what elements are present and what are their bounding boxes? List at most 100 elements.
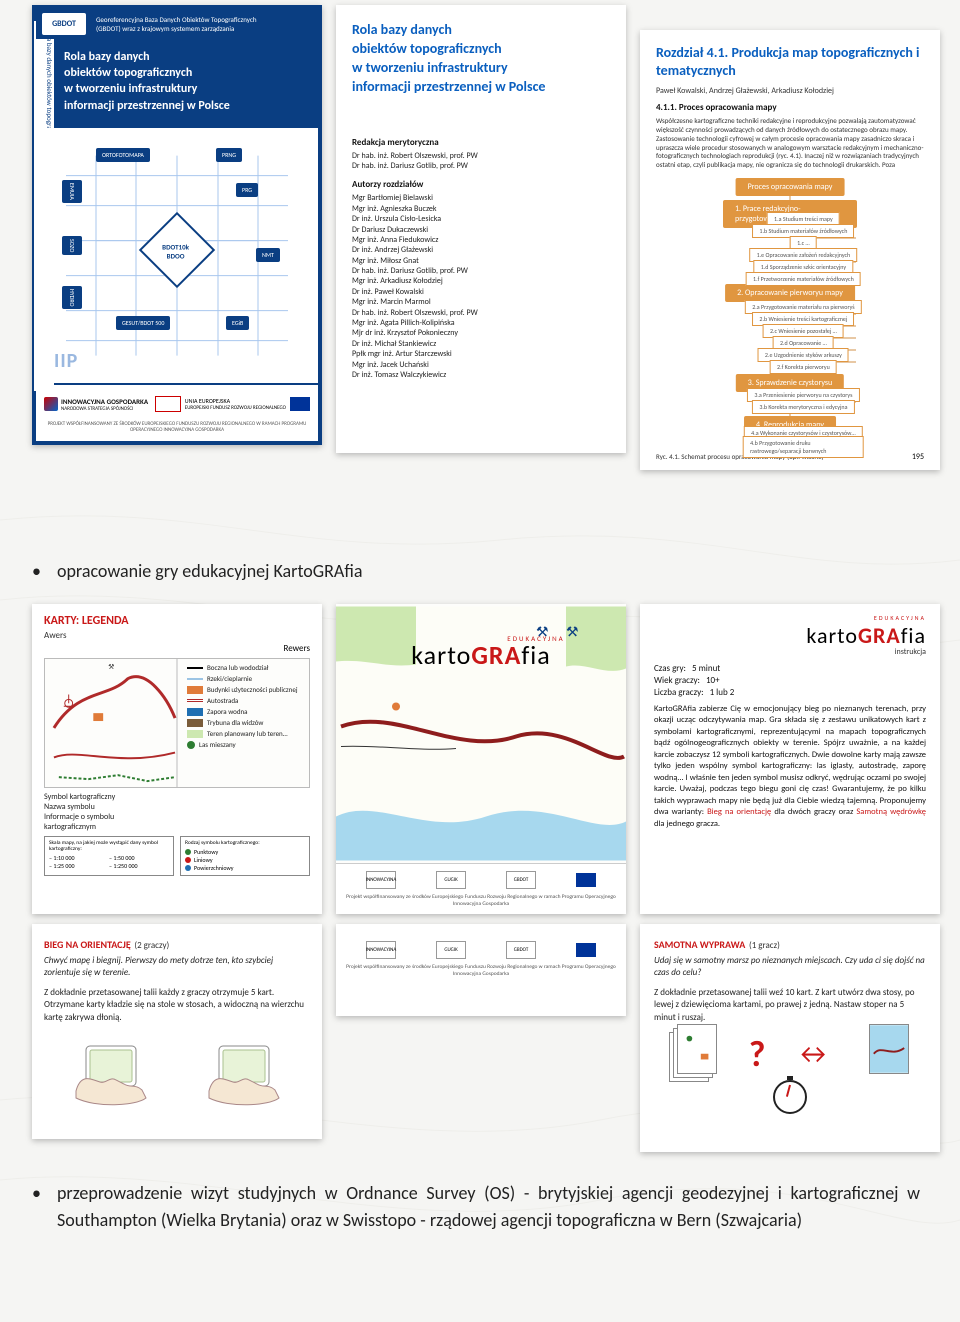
diagram-node: HYDRO: [62, 286, 82, 310]
person-name: Dr hab. inż. Robert Olszewski, prof. PW: [352, 308, 610, 318]
cover-title: Rola bazy danych obiektów topograficznyc…: [36, 39, 318, 128]
diagram-node: PRNG: [216, 148, 242, 162]
hand-icon: [66, 1036, 156, 1106]
bieg-illustration: [44, 1036, 310, 1106]
double-arrow-icon: ↔: [795, 1036, 831, 1071]
kartografia-footer-strip: INNOWACYJNAGUGIKGBDOT Projekt współfinan…: [336, 924, 626, 1016]
book-cover-panel: Rola bazy danych obiektów topograficznyc…: [32, 5, 322, 445]
person-name: Dr inż. Urszula Cisło-Lesicka: [352, 214, 610, 224]
bieg-line2: Z dokładnie przetasowanej talii każdy z …: [44, 987, 310, 1023]
flow-top-label: Proces opracowania mapy: [736, 178, 845, 196]
iip-label: IIP: [54, 349, 78, 373]
meta-row: Wiek graczy:10+: [654, 675, 926, 686]
diagram-node: PRG: [236, 183, 258, 197]
stopwatch-icon: [773, 1080, 807, 1114]
gbdot-logo: GBDOT: [42, 13, 86, 35]
kind-box: Rodzaj symbolu kartograficznego: Punktow…: [180, 836, 310, 876]
footer-logo: GBDOT: [506, 941, 536, 959]
legend-row: Autostrada: [187, 696, 305, 705]
footer-logo: GBDOT: [506, 871, 536, 889]
diagram-node: GESUT/BDOT 500: [116, 316, 170, 330]
diagram-node: NMT: [256, 248, 280, 262]
kartografia-cover-map: ⚒ ⚒ EDUKACYJNA kartoGRAfia: [336, 604, 626, 863]
person-name: Dr hab. inż. Dariusz Gotlib, prof. PW: [352, 161, 610, 171]
person-name: Mjr dr inż. Krzysztof Pokonieczny: [352, 328, 610, 338]
question-mark-icon: ?: [749, 1032, 766, 1076]
legend-title: KARTY: LEGENDA: [44, 614, 310, 628]
diagram-node: SOZO: [62, 236, 82, 255]
flow-step: 1.f Przetworzenie materiałów źródłowych: [746, 272, 861, 286]
person-name: Mgr inż. Marcin Marmol: [352, 297, 610, 307]
legend-info-labels: Symbol kartograficzny Nazwa symbolu Info…: [44, 792, 310, 832]
card-stack-icon: [861, 1024, 911, 1084]
legend-row: Rzeki/cieplarnie: [187, 674, 305, 683]
credits-section-heading: Redakcja merytoryczna: [352, 137, 610, 148]
process-flowchart: Proces opracowania mapy 1. Prace redakcy…: [656, 178, 924, 448]
hand-icon: [199, 1036, 289, 1106]
samotna-title: SAMOTNA WYPRAWA: [654, 938, 745, 951]
footer-logo: GUGIK: [436, 941, 466, 959]
person-name: Mgr inż. Agata Pillich-Kolipińska: [352, 318, 610, 328]
cover-header: GBDOT Georeferencyjna Baza Danych Obiekt…: [36, 9, 318, 39]
person-name: Dr inż. Paweł Kowalski: [352, 287, 610, 297]
cover-diagram: BDOT10k BDOO ORTOFOTOMAPA PRNG EMUIA PRG…: [36, 128, 318, 383]
kartografia-logo: kartoGRAfia: [654, 622, 926, 649]
flow-step: 3.b Korekta merytoryczna i edycyjna: [752, 400, 854, 414]
person-name: Mgr inż. Arkadiusz Kołodziej: [352, 276, 610, 286]
credits-section-heading: Autorzy rozdziałów: [352, 179, 610, 190]
credits-title: Rola bazy danych obiektów topograficznyc…: [352, 21, 610, 97]
diagram-node: ORTOFOTOMAPA: [96, 148, 150, 162]
kartografia-logo: kartoGRAfia: [411, 639, 550, 671]
footer-logo: [576, 873, 596, 887]
legend-row: Las mieszany: [187, 740, 305, 749]
cover-footer: INNOWACYJNA GOSPODARKA NARODOWA STRATEGI…: [36, 383, 318, 441]
person-name: Mgr inż. Miłosz Gnat: [352, 256, 610, 266]
karty-legenda-panel: KARTY: LEGENDA Awers Rewers ⚒ Boczna lub…: [32, 604, 322, 914]
bullet-dot-icon: •: [32, 560, 41, 582]
eu-logo: UNIA EUROPEJSKA EUROPEJSKI FUNDUSZ ROZWO…: [155, 396, 310, 412]
bieg-players: (2 graczy): [134, 940, 169, 951]
meta-row: Liczba graczy:1 lub 2: [654, 687, 926, 698]
samotna-panel: SAMOTNA WYPRAWA (1 gracz) Udaj się w sam…: [640, 924, 940, 1152]
legend-rewers: Rewers: [44, 643, 310, 654]
diagram-node: EGiB: [226, 316, 249, 330]
person-name: Dr inż. Michał Stankiewicz: [352, 339, 610, 349]
person-name: Ppłk mgr inż. Artur Starczewski: [352, 349, 610, 359]
chapter-authors: Paweł Kowalski, Andrzej Głażewski, Arkad…: [656, 86, 924, 96]
kartografia-cover-footer: INNOWACYJNAGUGIKGBDOT Projekt współfinan…: [336, 863, 626, 914]
bullet-item-1: • opracowanie gry edukacyjnej KartoGRAfi…: [32, 560, 363, 582]
person-name: Dr hab. inż. Robert Olszewski, prof. PW: [352, 151, 610, 161]
innowacyjna-logo: INNOWACYJNA GOSPODARKA NARODOWA STRATEGI…: [44, 397, 148, 412]
person-name: Dr Dariusz Dukaczewski: [352, 225, 610, 235]
bieg-title: BIEG NA ORIENTACJĘ: [44, 938, 131, 951]
scale-box: Skala mapy, na jakiej może wystąpić dany…: [44, 836, 174, 876]
kartografia-logo-sup: EDUKACYJNA: [654, 614, 926, 622]
flow-step: 2.f Korekta pierworyu: [770, 360, 837, 374]
legend-row: Boczna lub wododział: [187, 663, 305, 672]
instruction-body: KartoGRAfia zabierze Cię w emocjonujący …: [654, 704, 926, 830]
legend-row: Teren planowany lub teren…: [187, 729, 305, 738]
person-name: Dr hab. inż. Dariusz Gotlib, prof. PW: [352, 266, 610, 276]
person-name: Mgr inż. Jacek Uchański: [352, 360, 610, 370]
diagram-node: EMUIA: [62, 180, 82, 203]
samotna-players: (1 gracz): [749, 940, 780, 951]
legend-row: Trybuna dla widzów: [187, 718, 305, 727]
svg-text:⚒: ⚒: [108, 662, 114, 671]
kartografia-cover-panel: ⚒ ⚒ EDUKACYJNA kartoGRAfia INNOWACYJNAGU…: [336, 604, 626, 914]
bieg-panel: BIEG NA ORIENTACJĘ (2 graczy) Chwyć mapę…: [32, 924, 322, 1139]
kartografia-instruction-panel: EDUKACYJNA kartoGRAfia instrukcja Czas g…: [640, 604, 940, 914]
bieg-line1: Chwyć mapę i biegnij. Pierwszy do mety d…: [44, 955, 310, 979]
bullet-item-2: • przeprowadzenie wizyt studyjnych w Ord…: [32, 1180, 920, 1234]
footer-logo: INNOWACYJNA: [366, 941, 396, 959]
credits-panel: Rola bazy danych obiektów topograficznyc…: [336, 5, 626, 453]
footer-logo: GUGIK: [436, 871, 466, 889]
samotna-line1: Udaj się w samotny marsz po nieznanych m…: [654, 955, 926, 979]
flow-step: 4.b Przygotowanie druku rastrowego/separ…: [743, 436, 864, 458]
bullet-dot-icon: •: [32, 1180, 41, 1207]
card-stack-icon: [669, 1024, 719, 1084]
page-number: 195: [912, 452, 924, 462]
legend-awers: Awers: [44, 630, 310, 641]
samotna-line2: Z dokładnie przetasowanej talii weź 10 k…: [654, 987, 926, 1023]
legend-row: Budynki użyteczności publicznej: [187, 685, 305, 694]
meta-row: Czas gry:5 minut: [654, 663, 926, 674]
